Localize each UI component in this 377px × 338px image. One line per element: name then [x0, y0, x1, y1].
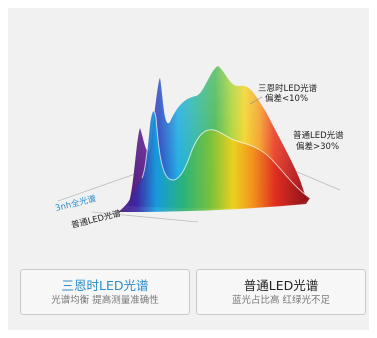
annotation-sanen-deviation: 偏差<10% [265, 93, 308, 104]
common-led-card-subtitle: 蓝光占比高 红绿光不足 [231, 295, 331, 306]
axis-label-full-spectrum: 3nh全光谱 [54, 193, 98, 214]
common-spectrum-outline [141, 110, 311, 199]
annotation-sanen-title: 三恩时LED光谱 [258, 83, 318, 94]
common-led-card: 普通LED光谱 蓝光占比高 红绿光不足 [196, 269, 366, 315]
annotation-common-deviation: 偏差>30% [296, 141, 339, 152]
sanen-led-card-subtitle: 光谱均衡 提高测量准确性 [51, 295, 159, 306]
common-led-card-title: 普通LED光谱 [243, 278, 319, 293]
leader-line-sanen [249, 96, 263, 105]
sanen-led-card: 三恩时LED光谱 光谱均衡 提高测量准确性 [20, 269, 190, 315]
axis-label-common-led: 普通LED光谱 [70, 208, 122, 231]
sanen-led-card-title: 三恩时LED光谱 [61, 278, 149, 293]
annotation-common-title: 普通LED光谱 [293, 130, 344, 141]
floor-line-front [91, 211, 199, 223]
common-spectrum-curve [118, 110, 310, 212]
